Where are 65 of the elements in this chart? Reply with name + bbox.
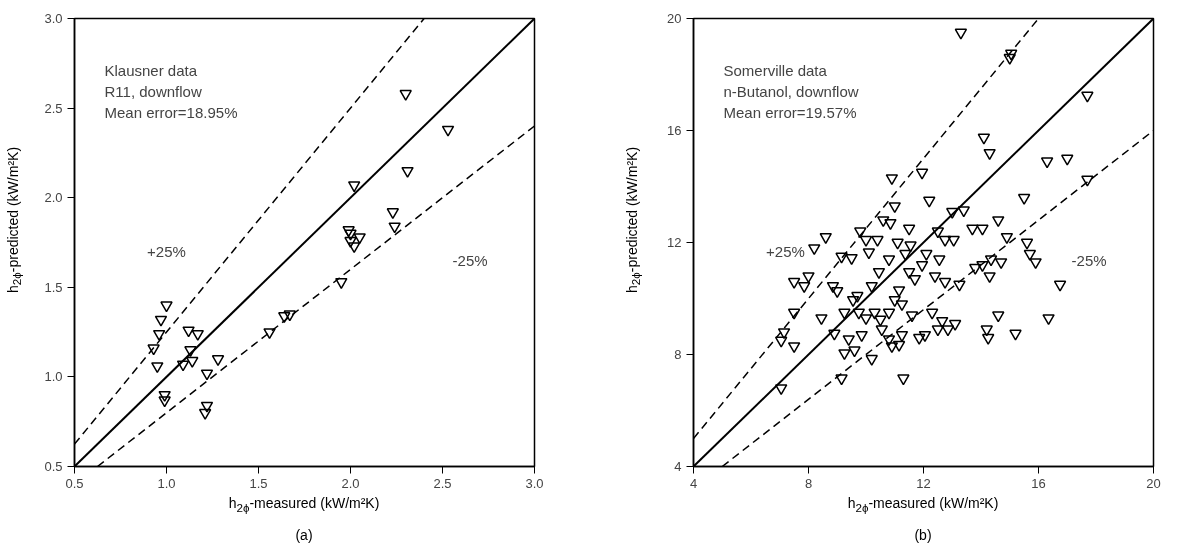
annotation: Mean error=18.95% bbox=[104, 103, 238, 121]
annotation: -25% bbox=[1071, 251, 1107, 269]
y-tick-label: 2.5 bbox=[44, 100, 63, 116]
x-tick-label: 16 bbox=[1031, 475, 1046, 491]
x-axis-title: h$_{2ϕ}$-measured (kW/m²K) bbox=[846, 495, 1000, 514]
point bbox=[399, 89, 412, 101]
point bbox=[353, 233, 366, 245]
annotation: +25% bbox=[766, 242, 805, 260]
x-tick-label: 1.5 bbox=[249, 475, 268, 491]
text: (a) bbox=[294, 527, 314, 543]
point bbox=[191, 329, 205, 341]
x-tick-label: 3.0 bbox=[525, 475, 544, 491]
y-tick-label: 3.0 bbox=[44, 11, 63, 26]
point bbox=[182, 326, 195, 338]
point bbox=[347, 181, 361, 193]
annotation: +25% bbox=[147, 242, 186, 260]
point bbox=[198, 408, 212, 420]
x-tick-label: 12 bbox=[916, 475, 931, 491]
x-tick-label: 4 bbox=[689, 475, 698, 491]
text: (b) bbox=[913, 527, 933, 543]
annotation: Somerville data bbox=[723, 61, 828, 79]
point bbox=[263, 328, 276, 340]
x-tick-label: 1.0 bbox=[157, 475, 176, 491]
point bbox=[160, 301, 173, 313]
annotation: Klausner data bbox=[104, 61, 198, 79]
point bbox=[388, 222, 401, 234]
x-tick-label: 8 bbox=[804, 475, 813, 491]
point bbox=[152, 329, 166, 341]
annotation: -25% bbox=[452, 251, 488, 269]
x-tick-label: 2.0 bbox=[341, 475, 360, 491]
annotation: Mean error=19.57% bbox=[723, 103, 857, 121]
x-tick-label: 20 bbox=[1146, 475, 1161, 491]
annotation: n-Butanol, downflow bbox=[723, 82, 859, 100]
point bbox=[184, 346, 197, 358]
x-axis-title: h$_{2ϕ}$-measured (kW/m²K) bbox=[227, 495, 381, 514]
point bbox=[200, 369, 214, 381]
point bbox=[200, 401, 214, 413]
x-tick-label: 0.5 bbox=[65, 475, 84, 491]
y-tick-label: 4 bbox=[674, 459, 682, 474]
y-tick-label: 1.5 bbox=[44, 279, 63, 295]
point bbox=[151, 362, 164, 374]
y-tick-label: 16 bbox=[667, 123, 682, 138]
point bbox=[176, 360, 190, 372]
y-tick-label: 8 bbox=[674, 347, 682, 362]
point bbox=[154, 315, 168, 327]
x-tick-label: 2.5 bbox=[433, 475, 452, 491]
point bbox=[186, 356, 199, 368]
point bbox=[347, 242, 361, 254]
annotation: R11, downflow bbox=[104, 82, 202, 100]
point bbox=[147, 344, 160, 356]
y-tick-label: 20 bbox=[667, 11, 682, 26]
y-tick-label: 2.0 bbox=[44, 190, 63, 206]
y-tick-label: 1.0 bbox=[44, 369, 63, 385]
point bbox=[386, 208, 400, 220]
point bbox=[344, 236, 357, 248]
point bbox=[283, 310, 297, 322]
point bbox=[278, 312, 291, 324]
point bbox=[158, 396, 171, 408]
point bbox=[441, 125, 455, 137]
y-tick-label: 12 bbox=[667, 235, 682, 250]
point bbox=[211, 355, 225, 367]
y-tick-label: 0.5 bbox=[44, 459, 63, 474]
point bbox=[401, 166, 414, 178]
point bbox=[335, 278, 348, 290]
point bbox=[158, 390, 171, 402]
